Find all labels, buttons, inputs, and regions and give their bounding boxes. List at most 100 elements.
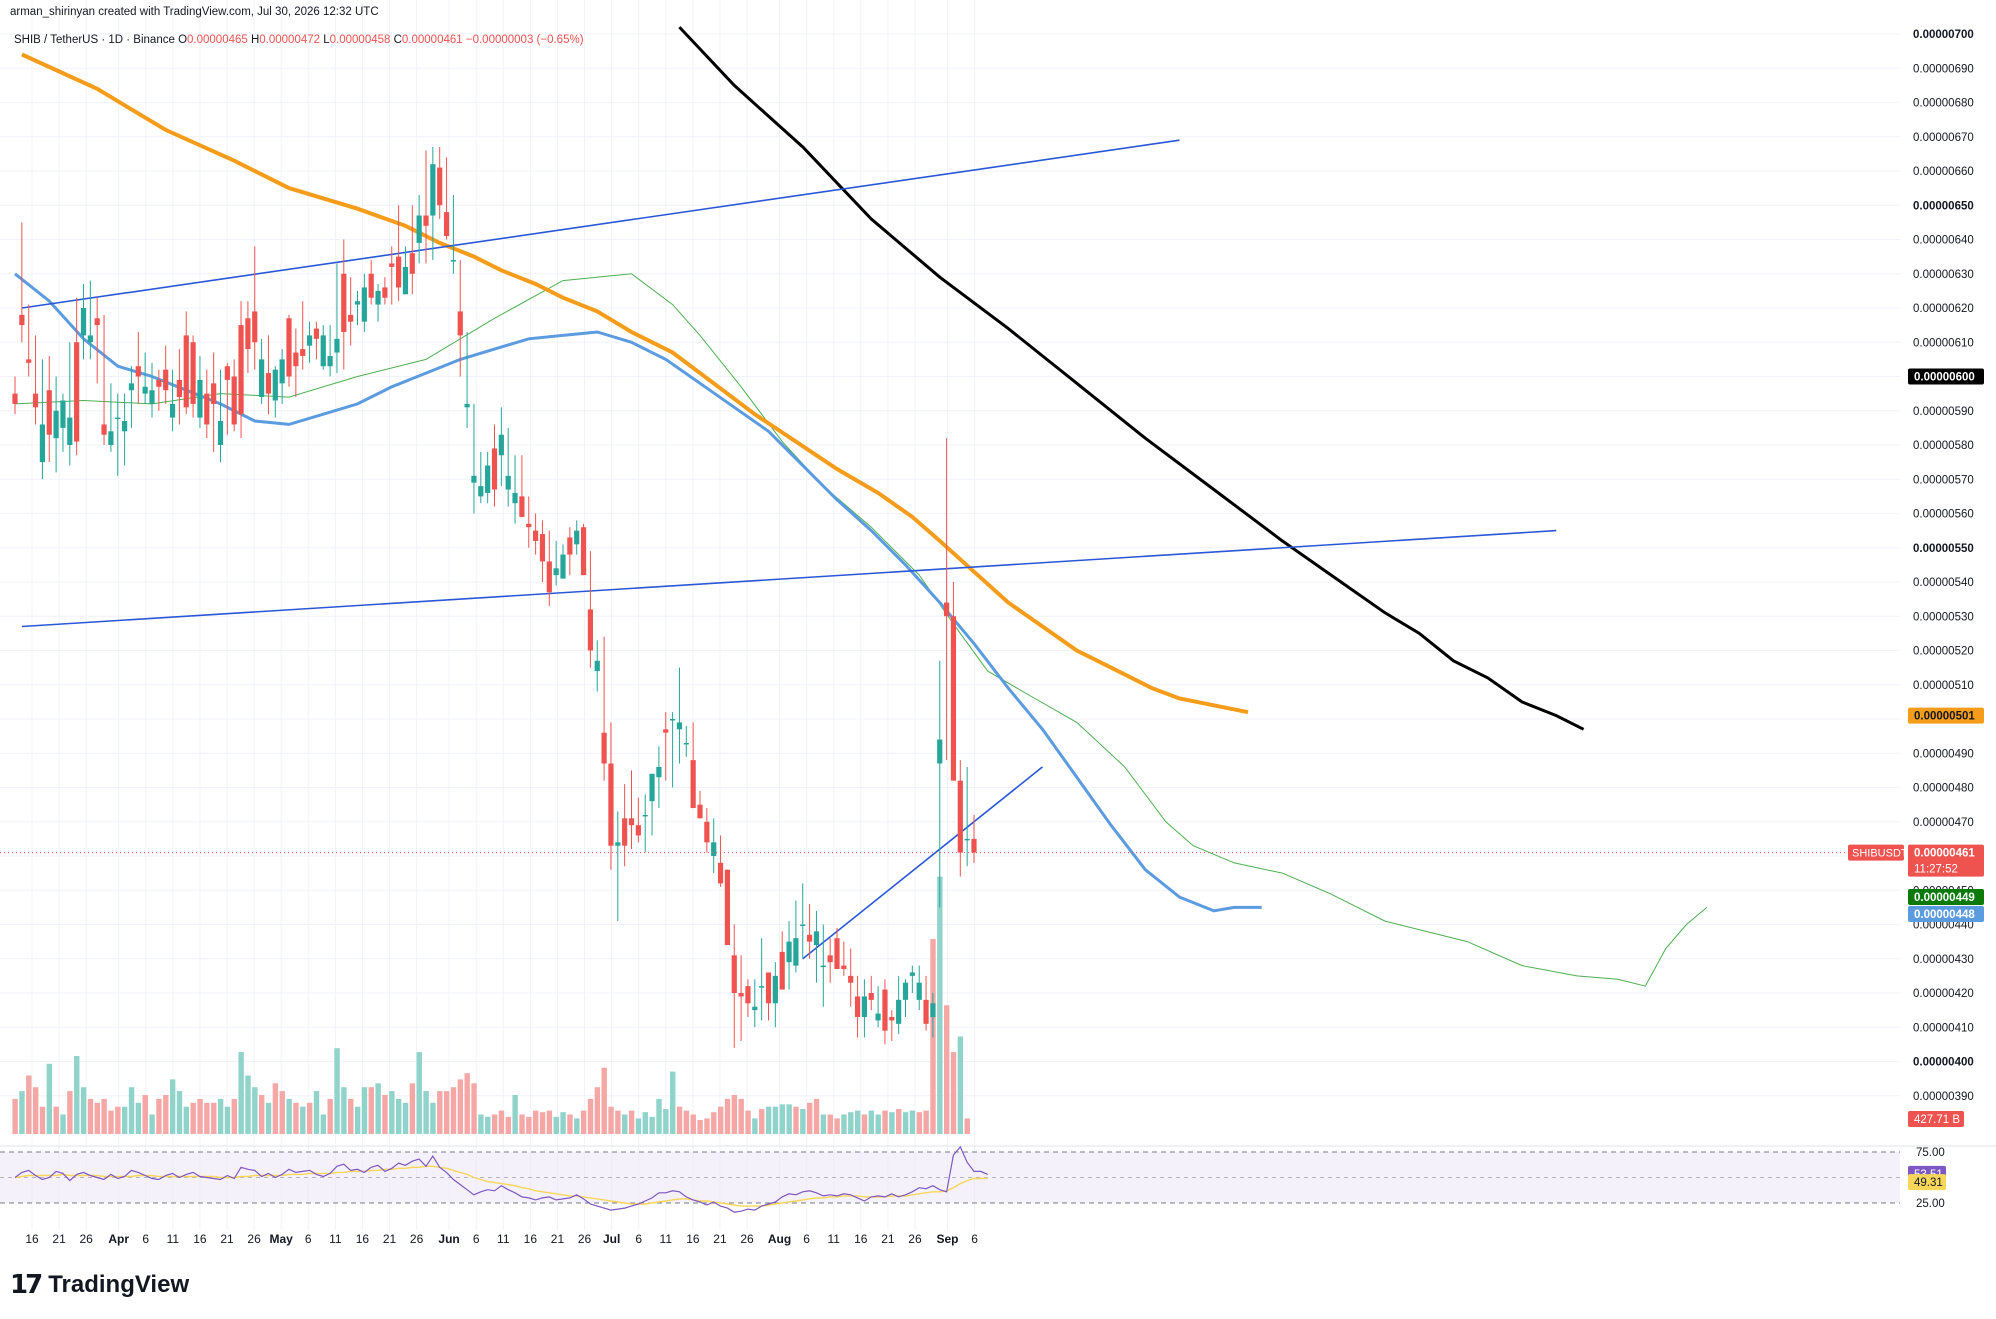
ma-green-line	[14, 273, 1708, 987]
candle	[286, 314, 292, 387]
time-tick-label: 11	[497, 1232, 510, 1246]
candle	[786, 921, 792, 990]
candle	[889, 1010, 895, 1041]
candle	[937, 660, 943, 908]
candle	[820, 924, 826, 1007]
candle	[306, 321, 313, 363]
candle-body	[361, 287, 367, 322]
symbol-tag	[1848, 844, 1904, 861]
price-tick-label: 0.00000640	[1913, 235, 1974, 247]
candle-body	[238, 325, 244, 415]
candle	[553, 540, 559, 586]
candle	[450, 194, 456, 274]
symbol-legend[interactable]: SHIB / TetherUS · 1D · Binance O0.000004…	[14, 34, 584, 46]
candle	[108, 383, 114, 452]
candle-body	[526, 523, 532, 528]
candle	[930, 993, 936, 1038]
candle	[772, 962, 778, 1028]
volume-bar	[683, 1110, 690, 1134]
candle	[533, 513, 539, 555]
symbol-tag-text: SHIBUSDT	[1852, 848, 1908, 860]
price-tick-label: 0.00000700	[1913, 29, 1974, 41]
candle	[957, 760, 963, 877]
time-tick-label: 21	[52, 1232, 66, 1246]
time-tick-label: 6	[473, 1232, 480, 1246]
candle-body	[553, 568, 559, 576]
candle	[580, 523, 587, 576]
candle	[950, 582, 957, 781]
candle	[649, 773, 655, 836]
candle	[683, 725, 689, 757]
symbol-title: SHIB / TetherUS · 1D · Binance	[14, 34, 175, 46]
candle-body	[26, 359, 32, 363]
candle-body	[32, 393, 39, 408]
candle	[279, 349, 285, 404]
price-tick-label: 0.00000690	[1913, 63, 1974, 75]
volume-bar	[53, 1106, 59, 1134]
time-axis: 16 21 26 Apr 6 11 16 21 26 May 6 11 16 21 26 Jun 6 11 16 21…	[25, 1232, 978, 1246]
price-tag	[1908, 368, 1984, 385]
volume-bar	[587, 1098, 594, 1134]
candle-body	[46, 390, 52, 435]
volume-bar	[279, 1091, 285, 1134]
rsi-band	[0, 1152, 1900, 1203]
volume-bar	[580, 1110, 587, 1134]
candle-body	[827, 955, 833, 963]
candle	[882, 979, 888, 1045]
candle-body	[491, 448, 498, 490]
volume-bar	[841, 1114, 847, 1134]
volume-bar	[491, 1114, 498, 1134]
candle-body	[272, 369, 278, 401]
candle-body	[902, 982, 909, 1000]
candle	[601, 636, 607, 781]
volume-bar	[375, 1083, 381, 1134]
candle-body	[875, 1013, 881, 1021]
time-tick-label: 16	[524, 1232, 538, 1246]
candle-body	[279, 359, 285, 384]
volume-bar	[437, 1091, 443, 1134]
tradingview-mark-icon: 17	[10, 1270, 43, 1300]
candle-body	[622, 818, 628, 846]
volume-bar	[348, 1098, 354, 1134]
candle	[327, 325, 333, 377]
candle-body	[964, 838, 970, 841]
candle	[587, 551, 593, 668]
ma-black-line	[678, 26, 1585, 731]
candle-body	[443, 212, 450, 237]
volume-bar	[526, 1116, 532, 1134]
credit-line: arman_shirinyan created with TradingView…	[10, 6, 379, 18]
candle	[574, 520, 580, 555]
volume-bar	[300, 1106, 306, 1134]
candle	[135, 331, 141, 404]
candle-body	[265, 373, 272, 394]
candle-body	[759, 986, 765, 988]
volume-bar	[916, 1112, 922, 1134]
volume-bar	[546, 1110, 553, 1134]
price-tag-text: 0.00000501	[1914, 711, 1975, 723]
tradingview-logo[interactable]: 17 TradingView	[10, 1270, 189, 1300]
candle	[642, 794, 648, 853]
candle	[252, 246, 258, 370]
time-tick-label: 6	[803, 1232, 810, 1246]
volume-bar	[498, 1110, 505, 1134]
candle	[320, 325, 326, 370]
candle-body	[889, 1016, 895, 1021]
volume-bar	[80, 1087, 87, 1134]
candle-body	[142, 386, 148, 394]
candle-body	[217, 421, 224, 445]
candle-body	[923, 999, 929, 1024]
volume-bar	[293, 1102, 299, 1134]
candle-body	[437, 167, 443, 206]
candle	[848, 948, 854, 1007]
candle-body	[628, 818, 635, 826]
candle-body	[944, 602, 950, 617]
candle-body	[745, 986, 751, 1004]
candle	[354, 290, 361, 326]
volume-bar	[286, 1098, 292, 1134]
volume-bar	[628, 1110, 635, 1134]
candle	[971, 814, 977, 863]
price-tags: 0.00000600 0.00000501 0.00000461 11:27:52 0.…	[1848, 368, 1984, 1127]
candle	[53, 376, 59, 473]
brand-name: TradingView	[48, 1271, 190, 1298]
